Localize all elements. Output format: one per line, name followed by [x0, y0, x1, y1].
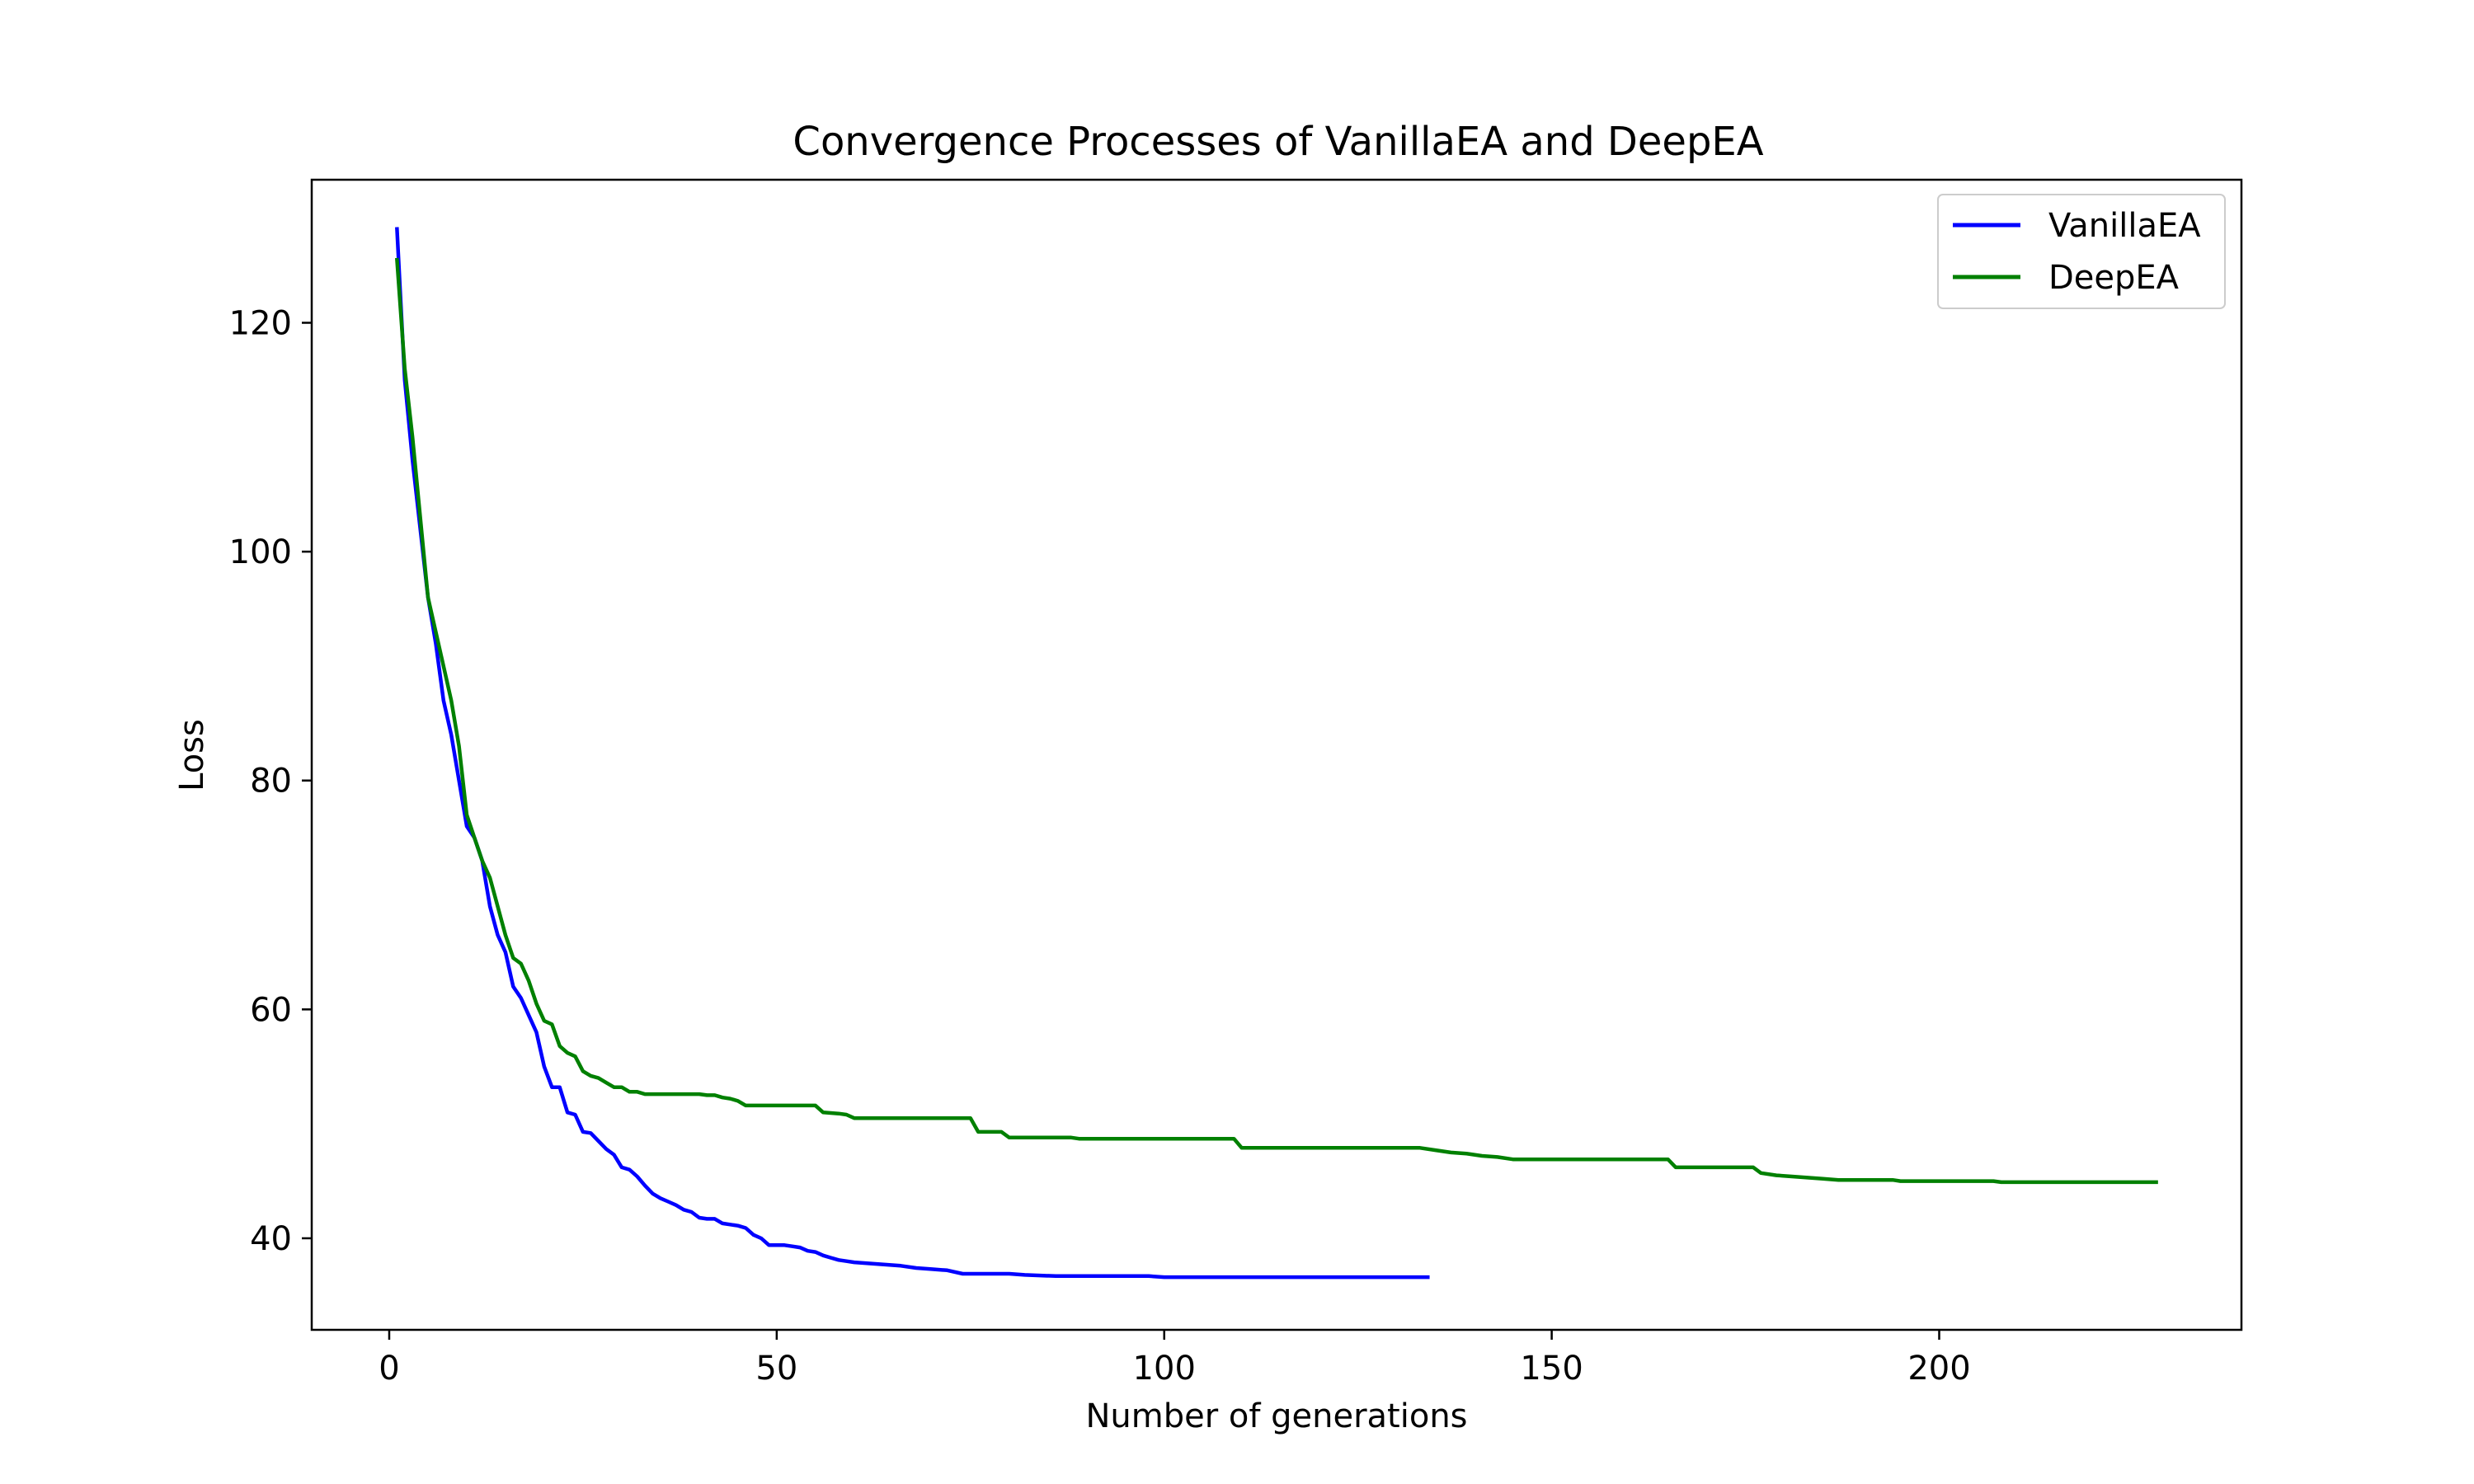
series-line-vanillaea — [395, 227, 1430, 1280]
plot-frame — [310, 178, 2243, 1331]
y-axis-label: Loss — [173, 719, 211, 791]
y-tick-label: 80 — [250, 763, 292, 801]
x-tick-label: 100 — [1133, 1350, 1196, 1388]
y-tick-label: 100 — [229, 533, 292, 571]
y-tick-label: 120 — [229, 305, 292, 343]
y-tick-label: 60 — [250, 991, 292, 1029]
legend-label-deepea: DeepEA — [2048, 259, 2180, 297]
y-tick-label: 40 — [250, 1220, 292, 1258]
chart-title: Convergence Processes of VanillaEA and D… — [793, 119, 1763, 165]
x-tick-label: 50 — [755, 1350, 797, 1388]
series-line-deepea — [394, 257, 2158, 1185]
legend-label-vanillaea: VanillaEA — [2048, 207, 2201, 245]
x-tick-label: 150 — [1520, 1350, 1583, 1388]
x-axis-label: Number of generations — [1085, 1397, 1467, 1435]
x-tick-label: 0 — [379, 1350, 399, 1388]
legend: VanillaEA DeepEA — [1937, 194, 2226, 309]
x-tick-label: 200 — [1907, 1350, 1970, 1388]
